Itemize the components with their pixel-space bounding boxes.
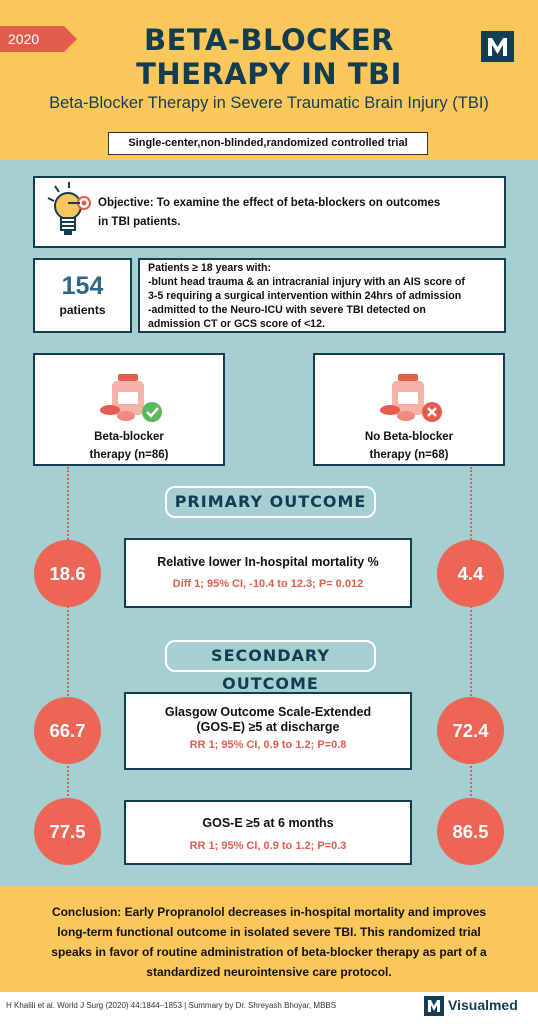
gose-6mo-left-value: 77.5 (34, 798, 101, 865)
left-connector-line (67, 467, 69, 852)
criteria-line: admission CT or GCS score of <12. (148, 318, 325, 330)
gose-6mo-right-value: 86.5 (437, 798, 504, 865)
conclusion-line: Conclusion: Early Propranolol decreases … (51, 905, 487, 919)
medicine-cross-icon (380, 374, 442, 422)
gose-discharge-left-value: 66.7 (34, 697, 101, 764)
secondary-outcome-heading: SECONDARY OUTCOME (165, 640, 376, 693)
brand-name: Visualmed (448, 997, 518, 1013)
patient-count-box (33, 258, 132, 333)
primary-outcome-heading: PRIMARY OUTCOME (165, 486, 376, 518)
year-tag: 2020 (0, 26, 77, 52)
conclusion-box (0, 886, 538, 992)
m-logo-icon (488, 38, 507, 56)
main-title-line1: BETA-BLOCKER (143, 23, 395, 57)
brand-logo (424, 996, 444, 1016)
gose-6mo-stat: RR 1; 95% CI, 0.9 to 1.2; P=0.3 (189, 840, 347, 852)
primary-outcome-box (124, 538, 412, 608)
conclusion-line: standardized neurointensive care protoco… (146, 965, 392, 979)
arm-label-line: therapy (n=86) (89, 449, 169, 461)
subtitle: Beta-Blocker Therapy in Severe Traumatic… (49, 94, 489, 112)
gose-discharge-title-line: (GOS-E) ≥5 at discharge (196, 720, 340, 734)
patient-count: 154 (61, 272, 104, 300)
primary-right-value: 4.4 (437, 540, 504, 607)
arm-label-line: No Beta-blocker (364, 431, 454, 443)
arm-label-line: therapy (n=68) (369, 449, 449, 461)
conclusion-line: long-term functional outcome in isolated… (57, 925, 481, 939)
gose-discharge-title: Glasgow Outcome Scale-Extended (GOS-E) ≥… (124, 705, 412, 735)
criteria-line: Patients ≥ 18 years with: (148, 262, 271, 274)
primary-outcome-stat: Diff 1; 95% CI, -10.4 to 12.3; P= 0.012 (172, 578, 364, 590)
criteria-line: -admitted to the Neuro-ICU with severe T… (148, 304, 426, 316)
beta-blocker-arm-label: Beta-blocker therapy (n=86) (33, 428, 225, 464)
footer (0, 992, 538, 1024)
arm-label-line: Beta-blocker (94, 431, 164, 443)
gose-discharge-box (124, 692, 412, 770)
study-design: Single-center,non-blinded,randomized con… (108, 132, 428, 155)
primary-outcome-title: Relative lower In-hospital mortality % (157, 555, 379, 569)
no-beta-blocker-arm-label: No Beta-blocker therapy (n=68) (313, 428, 505, 464)
inclusion-criteria-box (138, 258, 506, 333)
m-logo-icon (428, 1000, 440, 1012)
gose-6mo-box (124, 800, 412, 865)
objective-box (33, 176, 506, 248)
gose-discharge-title-line: Glasgow Outcome Scale-Extended (164, 705, 372, 719)
patient-count-label: patients (59, 303, 106, 317)
conclusion-line: speaks in favor of routine administratio… (51, 945, 487, 959)
primary-left-value: 18.6 (34, 540, 101, 607)
visualmed-logo (481, 31, 514, 62)
right-connector-line (470, 467, 472, 852)
objective-line2: in TBI patients. (98, 216, 181, 228)
lightbulb-target-icon (47, 182, 91, 235)
criteria-line: -blunt head trauma & an intracranial inj… (148, 276, 465, 288)
gose-discharge-stat: RR 1; 95% CI, 0.9 to 1.2; P=0.8 (189, 739, 347, 751)
main-title-line2: THERAPY IN TBI (136, 57, 402, 91)
citation: H Khalili et al. World J Surg (2020) 44:… (6, 1001, 337, 1010)
medicine-check-icon (100, 374, 162, 422)
objective-line1: Objective: To examine the effect of beta… (98, 197, 441, 209)
criteria-line: 3-5 requiring a surgical intervention wi… (148, 290, 462, 302)
objective-text: Objective: To examine the effect of beta… (98, 194, 478, 232)
gose-discharge-right-value: 72.4 (437, 697, 504, 764)
gose-6mo-title: GOS-E ≥5 at 6 months (202, 816, 334, 830)
